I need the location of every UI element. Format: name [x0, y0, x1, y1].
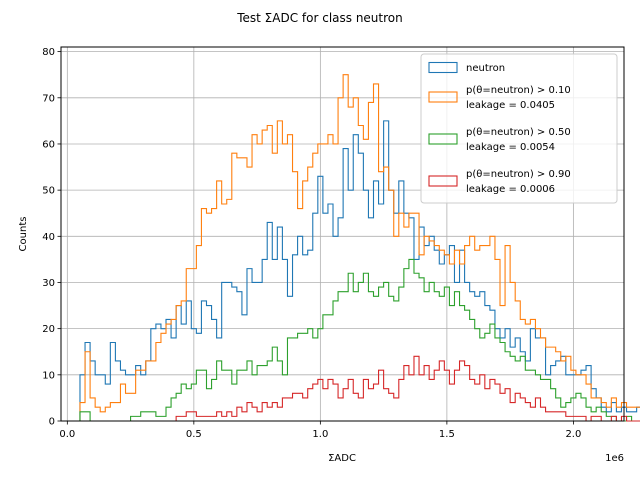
x-axis: 0.0 0.5 1.0 1.5 2.0 — [59, 421, 581, 440]
legend-label-1: p(θ=neutron) > 0.10 — [466, 85, 571, 96]
y-tick-label: 70 — [42, 93, 55, 104]
y-axis-label: Counts — [18, 217, 29, 252]
legend-label-3: leakage = 0.0006 — [466, 184, 555, 195]
x-tick-label: 0.0 — [59, 429, 75, 440]
legend: neutron p(θ=neutron) > 0.10 leakage = 0.04… — [421, 54, 617, 203]
x-tick-label: 2.0 — [565, 429, 581, 440]
legend-label-3: p(θ=neutron) > 0.90 — [466, 169, 571, 180]
x-tick-label: 1.0 — [312, 429, 328, 440]
histogram-series-2 — [80, 259, 640, 421]
y-tick-label: 40 — [42, 232, 55, 243]
y-axis: 0 10 20 30 40 50 60 70 80 — [42, 47, 61, 427]
legend-label-0: neutron — [466, 63, 505, 74]
x-tick-label: 1.5 — [439, 429, 455, 440]
legend-label-2: leakage = 0.0054 — [466, 142, 555, 153]
y-tick-label: 50 — [42, 186, 55, 197]
legend-label-2: p(θ=neutron) > 0.50 — [466, 127, 571, 138]
y-tick-label: 30 — [42, 278, 55, 289]
y-tick-label: 80 — [42, 47, 55, 58]
y-tick-label: 20 — [42, 324, 55, 335]
x-tick-label: 0.5 — [186, 429, 202, 440]
chart-title: Test ΣADC for class neutron — [236, 11, 403, 25]
legend-label-1: leakage = 0.0405 — [466, 100, 555, 111]
x-axis-offset-text: 1e6 — [605, 453, 624, 464]
y-tick-label: 0 — [49, 417, 55, 428]
y-tick-label: 10 — [42, 370, 55, 381]
y-tick-label: 60 — [42, 139, 55, 150]
x-axis-label: ΣADC — [328, 453, 356, 464]
